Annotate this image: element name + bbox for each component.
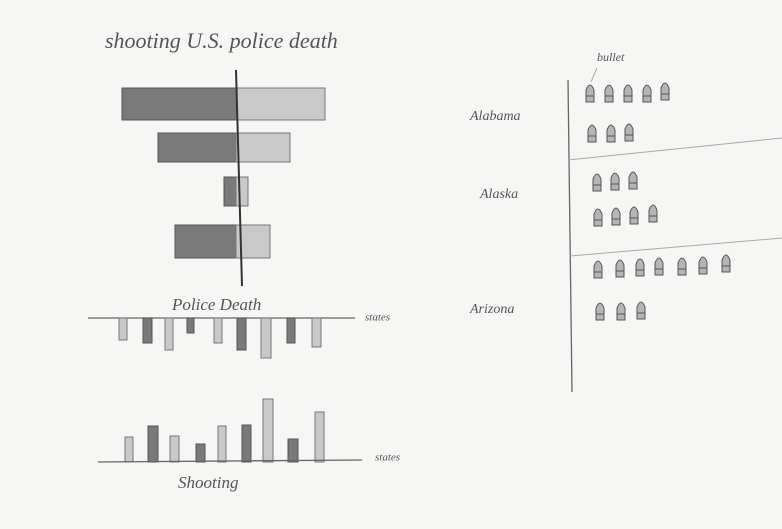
annotation-line	[590, 67, 598, 83]
bullet	[642, 84, 652, 103]
bar	[217, 425, 227, 463]
state-label: Alabama	[469, 109, 521, 124]
bar	[213, 317, 223, 344]
bar	[186, 317, 195, 334]
bar-left	[223, 176, 237, 207]
bar-right	[235, 87, 326, 121]
axis-label: states	[375, 452, 400, 464]
bullet	[654, 257, 664, 276]
center-axis	[235, 69, 243, 287]
bullet	[610, 172, 620, 191]
bar	[118, 317, 128, 341]
bullet	[624, 123, 634, 142]
annotation: bullet	[597, 50, 625, 64]
bullet-sketch: bullet Alabama Alaska Arizona	[469, 50, 782, 393]
bar	[236, 317, 247, 351]
axis	[97, 459, 363, 463]
bullet	[628, 171, 638, 190]
row-line	[567, 137, 782, 161]
butterfly-sketch	[121, 69, 326, 287]
bullet	[636, 301, 646, 320]
bullet	[611, 207, 621, 226]
bar	[286, 317, 296, 344]
state-label: Alaska	[479, 187, 518, 202]
bar-right	[235, 132, 291, 163]
axis-label: states	[365, 312, 390, 324]
bar	[142, 317, 153, 344]
bullet	[660, 82, 670, 101]
divider	[567, 79, 573, 393]
bar-left	[174, 224, 237, 259]
bullet	[616, 302, 626, 321]
bullet	[698, 256, 708, 275]
bar	[287, 438, 299, 463]
bullet	[593, 208, 603, 227]
bar-left	[157, 132, 237, 163]
shooting-sketch: states Shooting	[97, 398, 400, 492]
row-line	[569, 237, 782, 257]
bullet	[585, 84, 595, 103]
bullet	[629, 206, 639, 225]
bullet	[604, 84, 614, 103]
bullet	[648, 204, 658, 223]
bar	[195, 443, 206, 463]
bar-right	[235, 176, 249, 207]
bar	[262, 398, 274, 463]
bullet	[623, 84, 633, 103]
state-label: Arizona	[469, 302, 514, 317]
sketch-title: shooting U.S. police death	[105, 28, 338, 53]
police-death-sketch: Police Death states	[88, 295, 390, 359]
bullet	[587, 124, 597, 143]
chart-title: Police Death	[171, 295, 261, 314]
bullet	[721, 254, 731, 273]
bullet	[595, 302, 605, 321]
bar	[124, 436, 134, 463]
bullet	[593, 260, 603, 279]
chart-title: Shooting	[178, 473, 238, 492]
bullet	[592, 173, 602, 192]
bar	[164, 317, 174, 351]
bullet	[615, 259, 625, 278]
bullet	[635, 258, 645, 277]
bar	[241, 424, 252, 463]
bar	[260, 317, 272, 359]
bullet	[606, 124, 616, 143]
bar	[169, 435, 180, 463]
bar	[314, 411, 325, 463]
bullet	[677, 257, 687, 276]
bar-left	[121, 87, 237, 121]
bar	[311, 317, 322, 348]
bar	[147, 425, 159, 463]
